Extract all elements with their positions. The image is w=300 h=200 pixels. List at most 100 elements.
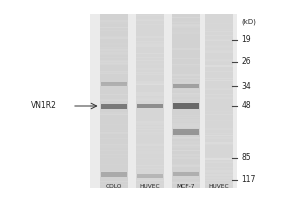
Bar [205, 51, 233, 53]
Bar [172, 170, 200, 171]
Bar [205, 133, 233, 134]
Bar [172, 65, 200, 67]
Bar [205, 135, 233, 136]
Bar [172, 21, 200, 23]
Bar [205, 50, 233, 51]
Bar [172, 93, 200, 94]
Bar [136, 53, 164, 54]
Bar [137, 174, 163, 178]
Bar [172, 14, 200, 188]
Bar [136, 174, 164, 176]
Bar [136, 129, 164, 130]
Bar [205, 31, 233, 32]
Bar [205, 65, 233, 67]
Bar [136, 41, 164, 42]
Bar [136, 44, 164, 45]
Bar [172, 122, 200, 123]
Bar [100, 43, 128, 45]
Bar [172, 30, 200, 32]
Bar [172, 17, 200, 18]
Bar [100, 73, 128, 74]
Bar [205, 80, 233, 81]
Bar [173, 129, 199, 135]
Bar [172, 154, 200, 156]
Bar [205, 80, 233, 81]
Bar [101, 171, 127, 176]
Bar [172, 93, 200, 95]
Bar [136, 143, 164, 145]
Bar [172, 137, 200, 138]
Bar [205, 184, 233, 185]
Text: 34: 34 [242, 82, 251, 90]
Text: COLO: COLO [106, 184, 122, 189]
Bar [136, 45, 164, 47]
Bar [136, 44, 164, 45]
Bar [205, 94, 233, 95]
Bar [136, 158, 164, 159]
Bar [136, 165, 164, 166]
Bar [205, 158, 233, 160]
Bar [100, 61, 128, 63]
Bar [100, 30, 128, 31]
Bar [100, 144, 128, 145]
Bar [205, 120, 233, 121]
Bar [136, 129, 164, 130]
Bar [172, 99, 200, 101]
Bar [100, 37, 128, 39]
Bar [205, 143, 233, 145]
Bar [205, 175, 233, 177]
Bar [172, 32, 200, 34]
Bar [100, 104, 128, 106]
Bar [100, 171, 128, 173]
Bar [100, 62, 128, 64]
Bar [172, 64, 200, 65]
Bar [172, 126, 200, 128]
Bar [136, 148, 164, 150]
Bar [172, 17, 200, 18]
Bar [136, 68, 164, 70]
Bar [172, 157, 200, 159]
Bar [172, 143, 200, 144]
Bar [136, 83, 164, 84]
Bar [205, 180, 233, 181]
Bar [172, 164, 200, 165]
Text: 19: 19 [242, 36, 251, 45]
Bar [136, 20, 164, 21]
Bar [172, 85, 200, 87]
Bar [100, 20, 128, 22]
Bar [173, 103, 199, 109]
Bar [100, 130, 128, 131]
Bar [172, 146, 200, 147]
Bar [205, 159, 233, 160]
Bar [205, 157, 233, 159]
Bar [100, 49, 128, 51]
Bar [172, 119, 200, 120]
Bar [172, 74, 200, 76]
Bar [136, 97, 164, 99]
Bar [136, 84, 164, 85]
Bar [136, 57, 164, 58]
Bar [101, 82, 127, 86]
Bar [136, 95, 164, 96]
Bar [136, 121, 164, 122]
Bar [205, 137, 233, 139]
Bar [100, 36, 128, 37]
Bar [136, 145, 164, 146]
Bar [172, 147, 200, 148]
Bar [173, 84, 199, 88]
Bar [136, 151, 164, 153]
Bar [136, 72, 164, 73]
Bar [136, 25, 164, 27]
Bar [100, 60, 128, 62]
Bar [100, 84, 128, 86]
Bar [136, 82, 164, 83]
Text: 26: 26 [242, 58, 251, 66]
Bar [100, 112, 128, 114]
Bar [136, 99, 164, 101]
Bar [100, 64, 128, 65]
Bar [136, 98, 164, 100]
Bar [136, 123, 164, 125]
Bar [100, 48, 128, 49]
Text: 85: 85 [242, 154, 251, 162]
Bar [172, 137, 200, 138]
